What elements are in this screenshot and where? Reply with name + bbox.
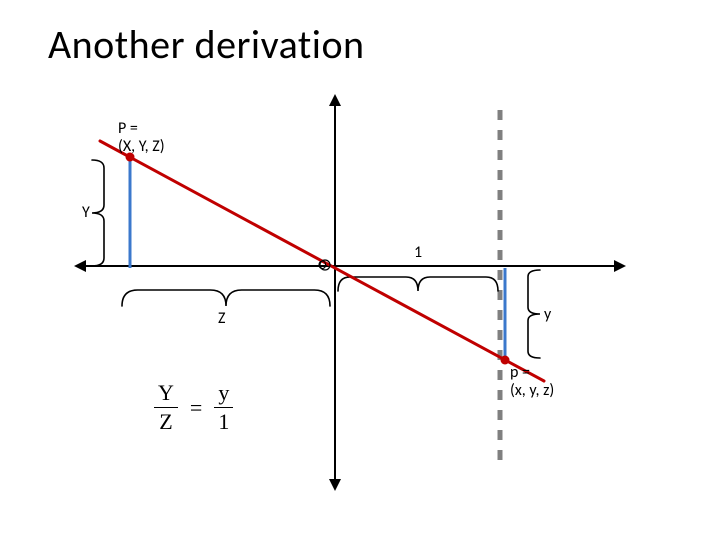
- label-p-line2: (x, y, z): [510, 381, 554, 400]
- equation-equals: =: [186, 395, 206, 420]
- equation-lhs: Y Z: [154, 380, 178, 435]
- label-P-line2: (X, Y, Z): [118, 137, 165, 156]
- label-Z: Z: [218, 310, 226, 328]
- label-p: p = (x, y, z): [510, 364, 554, 401]
- label-P: P = (X, Y, Z): [118, 120, 165, 157]
- label-one: 1: [414, 244, 422, 262]
- equation-rhs-num: y: [214, 380, 233, 408]
- equation-rhs: y 1: [214, 380, 233, 435]
- label-p-line1: p =: [510, 363, 530, 382]
- label-origin: O: [318, 259, 327, 274]
- label-P-line1: P =: [118, 119, 138, 138]
- label-y: y: [544, 306, 551, 324]
- label-Y: Y: [82, 204, 90, 222]
- projection-diagram: [0, 0, 720, 540]
- equation-lhs-num: Y: [154, 380, 178, 408]
- equation-lhs-den: Z: [154, 408, 178, 435]
- equation-rhs-den: 1: [214, 408, 233, 435]
- equation: Y Z = y 1: [150, 380, 237, 435]
